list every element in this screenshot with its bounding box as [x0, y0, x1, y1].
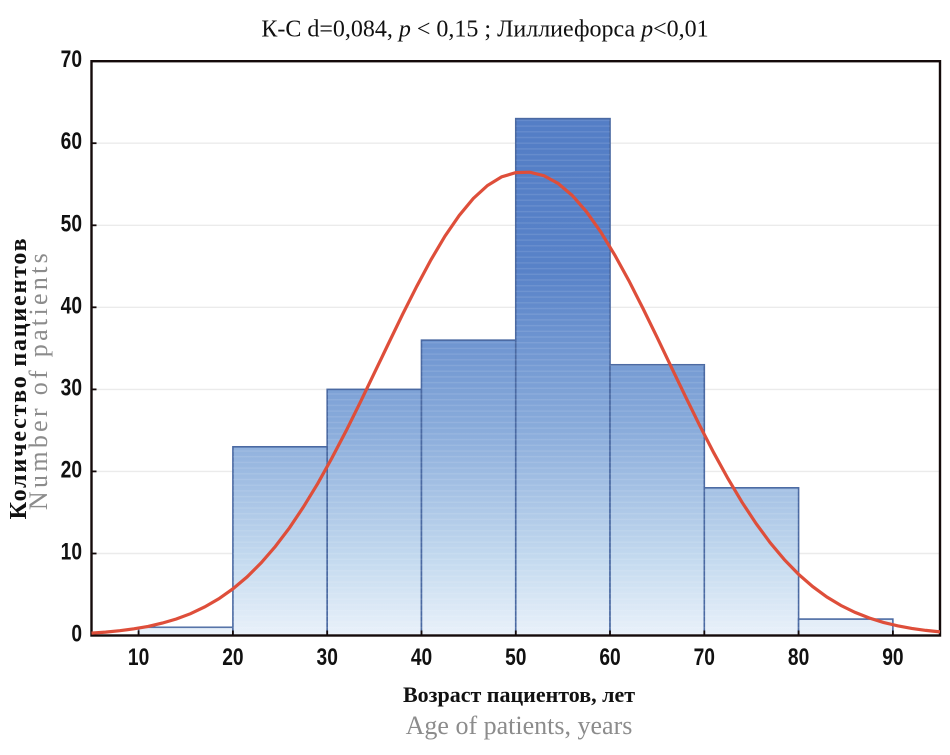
svg-text:30: 30 [317, 643, 338, 671]
svg-text:40: 40 [61, 291, 82, 319]
svg-text:20: 20 [61, 455, 82, 483]
svg-text:60: 60 [599, 643, 620, 671]
svg-text:40: 40 [411, 643, 432, 671]
svg-text:70: 70 [61, 45, 82, 73]
svg-text:10: 10 [61, 537, 82, 565]
svg-text:70: 70 [694, 643, 715, 671]
svg-text:50: 50 [505, 643, 526, 671]
svg-text:50: 50 [61, 209, 82, 237]
svg-text:80: 80 [788, 643, 809, 671]
svg-text:30: 30 [61, 373, 82, 401]
svg-text:10: 10 [128, 643, 149, 671]
svg-text:Number of patients: Number of patients [24, 250, 53, 510]
svg-text:Количество пациентов: Количество пациентов [6, 237, 32, 520]
svg-text:60: 60 [61, 127, 82, 155]
svg-text:К-С d=0,084, p < 0,15 ; Лиллие: К-С d=0,084, p < 0,15 ; Лиллиефорса p<0,… [261, 17, 708, 43]
svg-text:20: 20 [222, 643, 243, 671]
svg-text:0: 0 [71, 619, 82, 647]
svg-text:Возраст пациентов, лет: Возраст пациентов, лет [403, 682, 635, 707]
svg-text:90: 90 [882, 643, 903, 671]
svg-text:Age of patients, years: Age of patients, years [406, 711, 633, 740]
